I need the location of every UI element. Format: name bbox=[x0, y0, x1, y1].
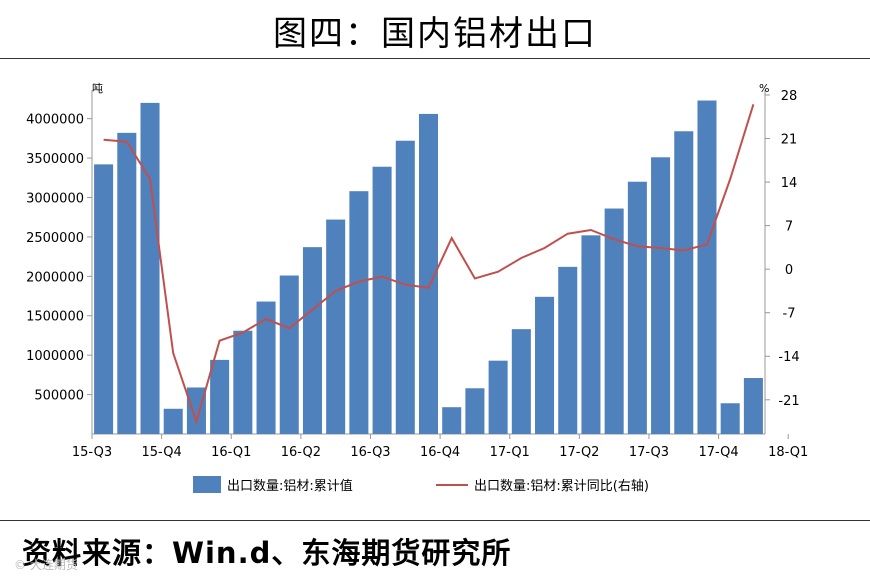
watermark: © 大连期货 bbox=[14, 558, 78, 572]
bar bbox=[326, 219, 346, 434]
x-tick-label: 15-Q4 bbox=[142, 445, 182, 460]
bar bbox=[465, 388, 485, 434]
legend: 出口数量:铝材:累计值 出口数量:铝材:累计同比(右轴) bbox=[193, 476, 649, 494]
chart: 500000 1000000 1500000 2000000 2500000 300000… bbox=[26, 82, 808, 494]
left-tick-label: 3000000 bbox=[26, 191, 84, 206]
left-axis-unit: 吨 bbox=[92, 82, 103, 95]
bar bbox=[535, 296, 555, 434]
bar bbox=[442, 407, 462, 434]
left-tick-label: 1500000 bbox=[26, 310, 84, 325]
legend-label-line: 出口数量:铝材:累计同比(右轴) bbox=[474, 479, 649, 494]
source-note: 资料来源：Win.d、东海期货研究所 bbox=[22, 536, 512, 570]
left-tick-label: 500000 bbox=[34, 389, 84, 404]
bar bbox=[558, 266, 578, 434]
tick-labels: 500000 1000000 1500000 2000000 2500000 300000… bbox=[26, 82, 808, 460]
bar bbox=[627, 181, 647, 434]
x-tick-label: 16-Q1 bbox=[211, 445, 251, 460]
left-tick-label: 3500000 bbox=[26, 152, 84, 167]
bar bbox=[349, 191, 369, 434]
left-tick-label: 4000000 bbox=[26, 113, 84, 128]
bar bbox=[210, 359, 230, 434]
bar bbox=[743, 378, 763, 434]
source-divider bbox=[0, 520, 870, 521]
right-tick-label: 28 bbox=[781, 89, 798, 104]
bar bbox=[186, 387, 206, 434]
bar bbox=[372, 166, 392, 434]
x-tick-label: 17-Q4 bbox=[698, 445, 738, 460]
x-tick-label: 18-Q1 bbox=[768, 445, 808, 460]
right-tick-label: 7 bbox=[785, 220, 793, 235]
bar bbox=[233, 330, 253, 434]
page-title: 图四：国内铝材出口 bbox=[273, 14, 597, 54]
bar bbox=[511, 329, 531, 434]
x-tick-label: 17-Q1 bbox=[490, 445, 530, 460]
bar bbox=[94, 164, 114, 434]
left-tick-label: 2500000 bbox=[26, 231, 84, 246]
right-tick-label: 21 bbox=[781, 133, 798, 148]
bar bbox=[256, 301, 276, 434]
x-tick-label: 17-Q3 bbox=[629, 445, 669, 460]
bar bbox=[418, 113, 439, 434]
right-tick-label: 14 bbox=[781, 176, 798, 191]
right-tick-label: -7 bbox=[783, 307, 796, 322]
bar bbox=[163, 408, 183, 434]
line-series bbox=[103, 104, 755, 425]
bar bbox=[488, 360, 508, 434]
x-tick-label: 17-Q2 bbox=[559, 445, 599, 460]
left-tick-label: 2000000 bbox=[26, 270, 84, 285]
x-tick-label: 16-Q3 bbox=[350, 445, 390, 460]
bar-series bbox=[94, 100, 763, 434]
x-tick-label: 16-Q2 bbox=[281, 445, 321, 460]
bar bbox=[697, 100, 717, 434]
bar bbox=[395, 140, 415, 434]
x-tick-label: 15-Q3 bbox=[72, 445, 112, 460]
left-tick-label: 1000000 bbox=[26, 349, 84, 364]
title-divider bbox=[0, 58, 870, 59]
legend-label-bar: 出口数量:铝材:累计值 bbox=[227, 478, 353, 494]
bar bbox=[720, 403, 740, 434]
right-tick-label: -21 bbox=[778, 394, 799, 409]
bar bbox=[117, 132, 137, 434]
x-tick-label: 16-Q4 bbox=[420, 445, 460, 460]
right-tick-label: 0 bbox=[785, 263, 793, 278]
right-tick-label: -14 bbox=[778, 350, 799, 365]
bar bbox=[651, 157, 671, 434]
bar bbox=[140, 102, 160, 434]
bar bbox=[302, 247, 322, 434]
legend-swatch-bar bbox=[193, 476, 221, 493]
bar bbox=[581, 235, 601, 434]
bar bbox=[279, 275, 299, 434]
bar bbox=[604, 208, 624, 434]
right-axis-unit: % bbox=[759, 82, 769, 95]
bar bbox=[674, 131, 694, 434]
